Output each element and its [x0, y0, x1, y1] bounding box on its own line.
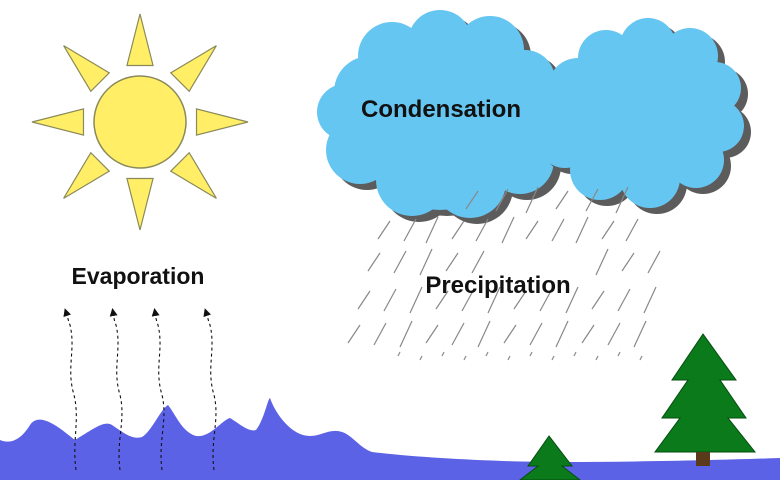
- vapor-arrow-icon: [203, 308, 217, 471]
- sun-ray: [169, 45, 217, 93]
- cloud-puff: [620, 18, 676, 74]
- rain-streak-icon: [507, 355, 511, 361]
- sun-disc: [93, 75, 187, 169]
- tree-icon: [519, 435, 581, 480]
- sun-ray: [169, 151, 217, 199]
- rain-streak-icon: [425, 324, 439, 344]
- rain-streak-icon: [595, 355, 599, 361]
- rain-streak-icon: [409, 286, 423, 314]
- rain-streak-icon: [633, 320, 647, 348]
- vapor-arrow-icon: [151, 308, 165, 471]
- rain-streak-icon: [383, 288, 397, 312]
- sun-ray: [31, 108, 85, 136]
- rain-streak-icon: [513, 290, 527, 310]
- rain-streak-icon: [621, 252, 635, 272]
- rain-streak-icon: [403, 218, 417, 242]
- rain-streak-icon: [419, 355, 423, 361]
- vapor-arrow-icon: [109, 308, 123, 471]
- rain-streak-icon: [503, 324, 517, 344]
- rain-streak-icon: [529, 351, 533, 357]
- rain-streak-icon: [585, 188, 599, 212]
- cloud-right: [537, 18, 751, 214]
- rain-streak-icon: [551, 218, 565, 242]
- rain-streak-icon: [475, 218, 489, 242]
- rain-streak-icon: [601, 220, 615, 240]
- precipitation-label: Precipitation: [425, 272, 570, 299]
- water-body: [0, 398, 780, 480]
- rain-streak-icon: [451, 220, 465, 240]
- rain-streak-icon: [555, 320, 569, 348]
- rain-streak-icon: [501, 216, 515, 244]
- sun-ray: [195, 108, 249, 136]
- rain-streak-icon: [575, 216, 589, 244]
- rain-streak-icon: [647, 250, 661, 274]
- rain-streak-icon: [565, 286, 579, 314]
- cloud-puff: [420, 60, 540, 180]
- rain-streak-icon: [441, 351, 445, 357]
- rain-streak-icon: [377, 220, 391, 240]
- rain-streak-icon: [573, 351, 577, 357]
- sun-rays: [31, 13, 249, 231]
- tree-icon: [654, 333, 757, 466]
- vapor-arrows: [63, 308, 217, 471]
- rain-streak-icon: [451, 322, 465, 346]
- cloud-puff: [689, 62, 741, 114]
- rain-streak-icon: [419, 248, 433, 276]
- rain-streak-icon: [539, 288, 553, 312]
- rain-streak-icon: [367, 252, 381, 272]
- sun-ray: [63, 151, 111, 199]
- rain-streak-icon: [529, 322, 543, 346]
- rain-streak-icon: [463, 355, 467, 361]
- rain-streak-icon: [625, 218, 639, 242]
- rain-streak-icon: [399, 320, 413, 348]
- rain-streak-icon: [465, 190, 479, 210]
- rain-streak-icon: [397, 351, 401, 357]
- rain-streak-icon: [495, 188, 509, 212]
- sun-ray: [63, 45, 111, 93]
- rain-streak-icon: [393, 250, 407, 274]
- rain-streak-icon: [555, 190, 569, 210]
- rain-streak-icon: [525, 186, 539, 214]
- cloud-left: [317, 10, 575, 224]
- rain-streak-icon: [477, 320, 491, 348]
- rain-streak-icon: [435, 290, 449, 310]
- rain-streak-icon: [373, 322, 387, 346]
- rain-streak-icon: [347, 324, 361, 344]
- cloud-puff: [538, 86, 582, 130]
- sun-icon: [31, 13, 249, 231]
- rain-streak-icon: [595, 248, 609, 276]
- cloud-puff: [576, 70, 696, 190]
- sun-ray: [126, 13, 154, 67]
- rain-streak-icon: [639, 355, 643, 361]
- rain-streak-icon: [643, 286, 657, 314]
- rain-streak-icon: [617, 351, 621, 357]
- rain-streaks: [347, 186, 661, 361]
- cloud-puff: [578, 30, 634, 86]
- rain-streak-icon: [445, 252, 459, 272]
- rain-streak-icon: [471, 250, 485, 274]
- cloud-puff: [408, 10, 472, 74]
- evaporation-label: Evaporation: [72, 263, 205, 289]
- rain-streak-icon: [581, 324, 595, 344]
- rain-streak-icon: [615, 186, 629, 214]
- rain-streak-icon: [487, 286, 501, 314]
- rain-streak-icon: [425, 216, 439, 244]
- rain-streak-icon: [551, 355, 555, 361]
- rain-streak-icon: [617, 288, 631, 312]
- rain-streak-icon: [485, 351, 489, 357]
- vapor-arrow-icon: [63, 308, 77, 471]
- sun-ray: [126, 177, 154, 231]
- rain-streak-icon: [607, 322, 621, 346]
- rain-streak-icon: [461, 288, 475, 312]
- rain-streak-icon: [357, 290, 371, 310]
- rain-streak-icon: [525, 220, 539, 240]
- rain-streak-icon: [591, 290, 605, 310]
- condensation-label: Condensation: [361, 96, 521, 123]
